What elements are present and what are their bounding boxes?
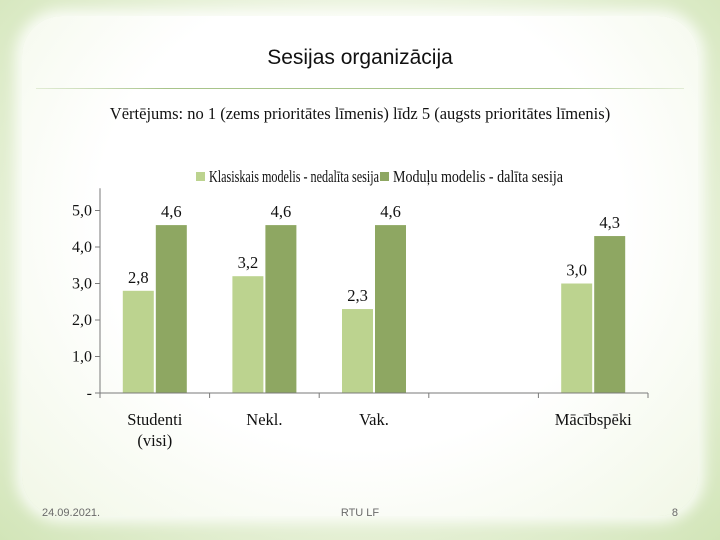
data-label: 4,6: [271, 202, 292, 221]
bar-series-2: [594, 236, 626, 393]
footer-organization: RTU LF: [340, 507, 380, 519]
y-tick-label: 3,0: [72, 276, 92, 293]
y-axis: - 1,0 2,0 3,0 4,0 5,0: [72, 188, 101, 402]
chart-subtitle: Vērtējums: no 1 (zems prioritātes līmeni…: [109, 104, 611, 123]
legend: Klasiskais modelis - nedalīta sesija Modu…: [196, 167, 564, 186]
x-axis: Studenti (visi) Nekl. Vak. Mācībspēki: [99, 392, 649, 450]
legend-label: Moduļu modelis - dalīta sesija: [393, 167, 564, 186]
x-category-label: (visi): [137, 431, 172, 450]
legend-swatch: [380, 172, 389, 181]
bar-series-2: [155, 225, 187, 393]
data-label: 4,6: [161, 202, 182, 221]
bars: 2,8 3,2 2,3 3,0 4,6 4,6 4,6 4,3: [122, 202, 626, 393]
footer-date: 24.09.2021.: [42, 507, 101, 519]
y-tick-label: 1,0: [72, 349, 92, 366]
x-category-label: Vak.: [359, 410, 389, 429]
y-tick-label: 5,0: [72, 203, 92, 220]
data-label: 2,8: [128, 268, 149, 287]
x-category-label: Studenti: [127, 410, 182, 429]
slide-title: Sesijas organizācija: [267, 46, 453, 69]
bar-series-2: [265, 225, 297, 393]
y-tick-label: 4,0: [72, 239, 92, 256]
data-label: 4,6: [380, 202, 401, 221]
bar-series-1: [342, 309, 373, 393]
bar-series-1: [561, 283, 593, 393]
y-tick-label: -: [87, 385, 92, 402]
data-label: 4,3: [599, 213, 620, 232]
x-category-label: Nekl.: [246, 410, 282, 429]
data-label: 3,0: [566, 261, 587, 280]
data-label: 2,3: [347, 286, 368, 305]
legend-label: Klasiskais modelis - nedalīta sesija: [209, 167, 379, 186]
bar-series-2: [375, 225, 406, 393]
title-divider: [36, 88, 684, 89]
page-number: 8: [671, 507, 678, 519]
legend-swatch: [196, 172, 205, 181]
y-tick-label: 2,0: [72, 312, 92, 329]
bar-series-1: [232, 276, 264, 393]
bar-series-1: [122, 290, 154, 393]
x-category-label: Mācībspēki: [555, 410, 632, 429]
data-label: 3,2: [238, 253, 259, 272]
slide-panel: [22, 16, 698, 516]
